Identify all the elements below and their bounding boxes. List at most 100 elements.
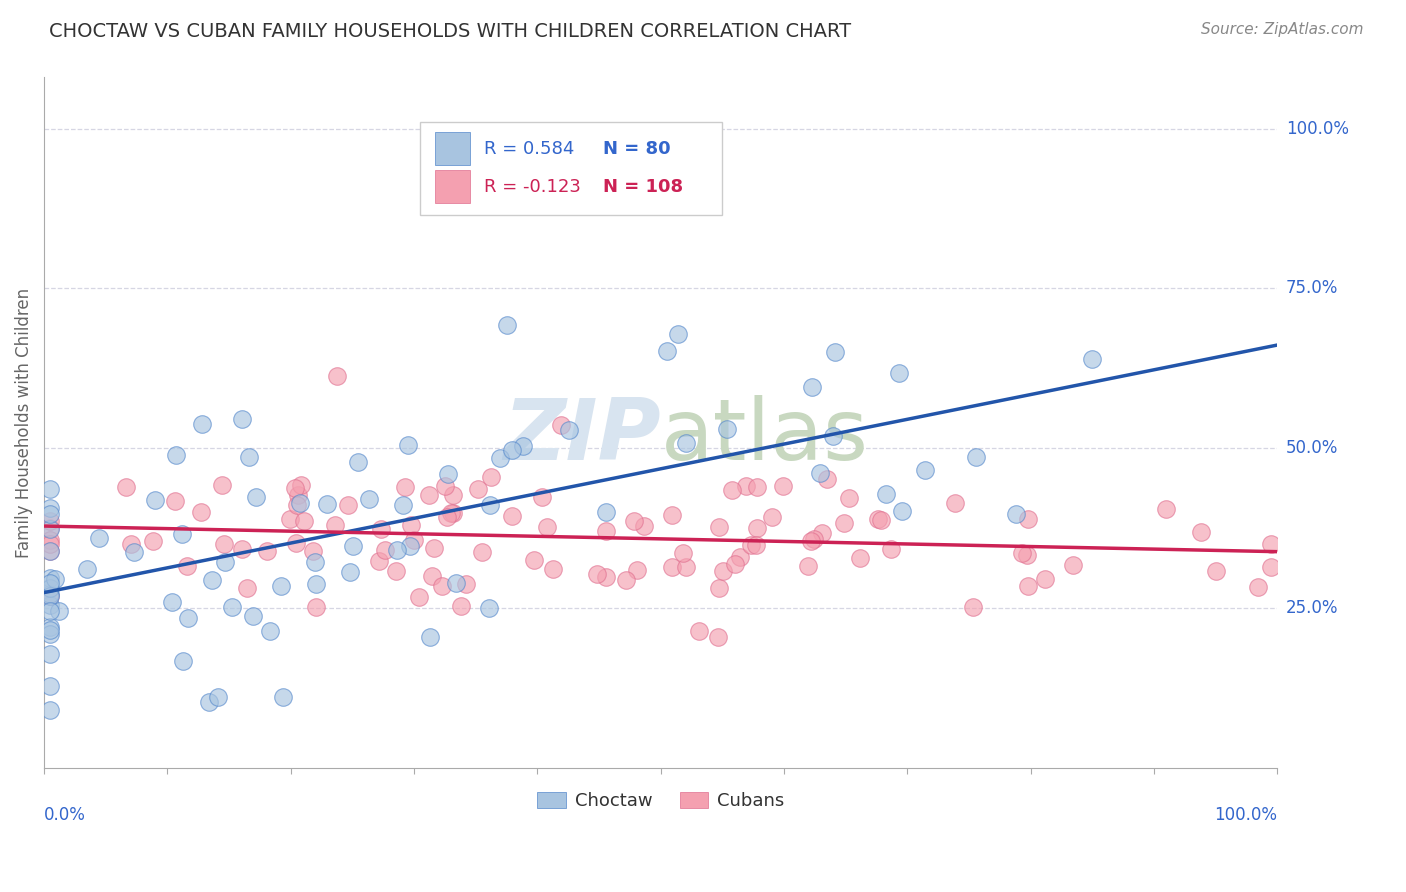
Point bbox=[550, 417, 572, 432]
Point bbox=[496, 318, 519, 332]
Point bbox=[501, 509, 523, 524]
Point bbox=[124, 544, 146, 558]
Point bbox=[866, 512, 889, 526]
Point bbox=[1062, 558, 1084, 572]
Text: CHOCTAW VS CUBAN FAMILY HOUSEHOLDS WITH CHILDREN CORRELATION CHART: CHOCTAW VS CUBAN FAMILY HOUSEHOLDS WITH … bbox=[49, 22, 852, 41]
Point bbox=[39, 589, 62, 603]
Point bbox=[707, 630, 730, 644]
Point bbox=[1189, 525, 1212, 540]
Point bbox=[211, 478, 233, 492]
Point bbox=[707, 581, 730, 595]
Point bbox=[408, 591, 430, 605]
Legend: Choctaw, Cubans: Choctaw, Cubans bbox=[530, 785, 792, 817]
Point bbox=[399, 518, 422, 533]
Point bbox=[394, 480, 416, 494]
Text: N = 108: N = 108 bbox=[603, 178, 683, 195]
Point bbox=[236, 581, 259, 595]
Point bbox=[387, 543, 409, 558]
Text: R = -0.123: R = -0.123 bbox=[485, 178, 581, 195]
Point bbox=[368, 554, 391, 568]
Point bbox=[39, 544, 62, 558]
Point bbox=[336, 498, 359, 512]
Point bbox=[595, 524, 617, 538]
Point bbox=[626, 563, 648, 577]
Point bbox=[165, 448, 187, 462]
Point bbox=[1260, 560, 1282, 574]
Point bbox=[711, 564, 734, 578]
Point bbox=[304, 555, 326, 569]
Point bbox=[176, 558, 198, 573]
Point bbox=[633, 519, 655, 533]
Point bbox=[172, 654, 194, 668]
Point bbox=[347, 455, 370, 469]
Point bbox=[420, 569, 443, 583]
Text: N = 80: N = 80 bbox=[603, 139, 671, 158]
Point bbox=[39, 581, 62, 595]
Point bbox=[115, 480, 138, 494]
Point bbox=[315, 497, 337, 511]
Point bbox=[39, 647, 62, 661]
Point bbox=[1247, 580, 1270, 594]
Point bbox=[523, 553, 546, 567]
Point bbox=[287, 487, 309, 501]
Point bbox=[796, 558, 818, 573]
Point bbox=[39, 500, 62, 515]
Point bbox=[284, 481, 307, 495]
Point bbox=[294, 514, 316, 528]
Point bbox=[811, 526, 834, 541]
Point bbox=[1154, 502, 1177, 516]
Point bbox=[190, 504, 212, 518]
Point bbox=[838, 491, 860, 505]
Point bbox=[284, 536, 307, 550]
Point bbox=[1017, 579, 1039, 593]
Point bbox=[1080, 351, 1102, 366]
Point bbox=[259, 624, 281, 638]
Point bbox=[39, 599, 62, 613]
Point bbox=[39, 533, 62, 547]
Point bbox=[48, 604, 70, 618]
Point bbox=[891, 504, 914, 518]
Point bbox=[39, 620, 62, 634]
Point bbox=[190, 417, 212, 432]
Point bbox=[399, 540, 422, 554]
Point bbox=[326, 368, 349, 383]
Point bbox=[39, 623, 62, 637]
Point bbox=[666, 326, 689, 341]
Point bbox=[39, 571, 62, 585]
Point bbox=[441, 507, 464, 521]
Point bbox=[471, 545, 494, 559]
Point bbox=[914, 463, 936, 477]
Point bbox=[160, 595, 183, 609]
Point bbox=[688, 624, 710, 639]
Point bbox=[441, 488, 464, 502]
Point bbox=[716, 422, 738, 436]
Point bbox=[889, 367, 911, 381]
Point bbox=[39, 544, 62, 558]
Bar bbox=[434, 170, 470, 203]
Point bbox=[342, 539, 364, 553]
Point bbox=[436, 467, 458, 482]
Point bbox=[402, 533, 425, 547]
Point bbox=[745, 538, 768, 552]
Point bbox=[824, 345, 846, 359]
Point bbox=[558, 423, 581, 437]
Point bbox=[305, 600, 328, 615]
Text: 25.0%: 25.0% bbox=[1286, 599, 1339, 617]
Point bbox=[595, 570, 617, 584]
Point bbox=[271, 690, 294, 704]
Text: ZIP: ZIP bbox=[503, 395, 661, 478]
Point bbox=[221, 600, 243, 615]
Point bbox=[120, 537, 142, 551]
Point bbox=[675, 435, 697, 450]
Point bbox=[800, 533, 823, 548]
Point bbox=[875, 487, 897, 501]
Point bbox=[419, 630, 441, 644]
Point bbox=[501, 443, 523, 458]
Point bbox=[391, 498, 413, 512]
Point bbox=[671, 546, 693, 560]
Point bbox=[357, 491, 380, 506]
Point bbox=[44, 572, 66, 586]
Point bbox=[197, 695, 219, 709]
Point bbox=[374, 543, 396, 558]
Point bbox=[1205, 565, 1227, 579]
